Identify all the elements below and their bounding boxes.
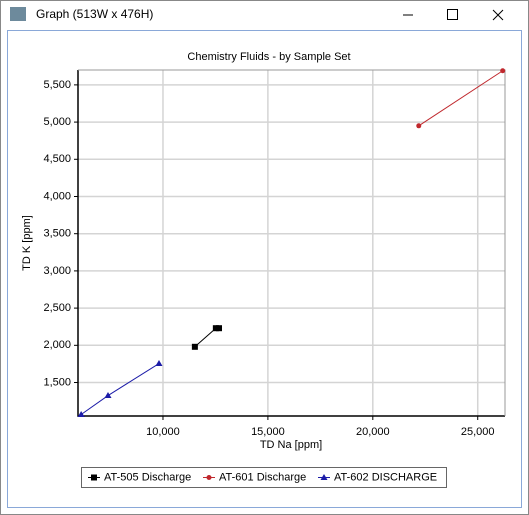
marker [216,325,223,332]
x-tick-label: 20,000 [356,426,390,438]
close-button[interactable] [492,9,504,21]
legend-label: AT-505 Discharge [104,471,191,483]
marker [104,392,112,399]
y-tick-label: 2,500 [43,302,71,314]
y-tick-label: 4,000 [43,190,71,202]
legend-label: AT-601 Discharge [219,471,306,483]
marker [500,68,506,74]
x-tick-label: 25,000 [461,426,495,438]
y-tick-label: 2,000 [43,339,71,351]
marker [416,123,422,129]
legend-label: AT-602 DISCHARGE [334,471,437,483]
app-icon [10,7,26,21]
marker [212,325,219,332]
y-tick-label: 5,500 [43,79,71,91]
x-axis-label: TD Na [ppm] [260,439,322,451]
x-tick-label: 10,000 [146,426,180,438]
chart-title: Chemistry Fluids - by Sample Set [187,51,350,63]
y-tick-label: 4,500 [43,153,71,165]
marker [91,474,97,481]
y-tick-label: 3,000 [43,265,71,277]
marker [155,360,163,367]
y-tick-label: 5,000 [43,116,71,128]
window-title: Graph (513W x 476H) [36,7,153,21]
plot-area [78,70,505,416]
maximize-button[interactable] [447,9,458,20]
y-tick-label: 3,500 [43,228,71,240]
x-tick-label: 15,000 [251,426,285,438]
marker [206,475,212,480]
legend-box [81,467,447,488]
axis [77,70,505,417]
marker [320,474,328,480]
y-tick-label: 1,500 [43,376,71,388]
y-axis-label: TD K [ppm] [21,215,33,271]
marker [77,411,85,418]
series-line [418,70,503,127]
marker [191,343,198,350]
